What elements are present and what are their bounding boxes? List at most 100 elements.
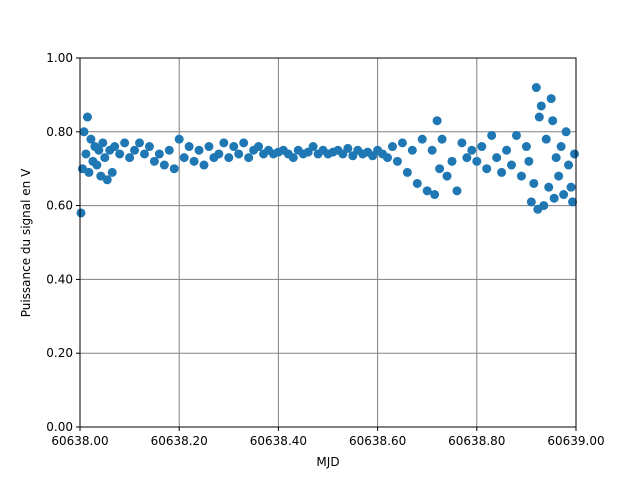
x-tick-label: 60638.20 <box>151 434 208 448</box>
point <box>548 116 558 126</box>
point <box>534 112 544 122</box>
point <box>81 149 91 159</box>
plot-frame <box>79 57 577 428</box>
point <box>234 149 244 159</box>
point <box>507 160 517 170</box>
point <box>447 156 457 166</box>
y-axis-label: Puissance du signal en V <box>19 168 33 317</box>
x-tick-label: 60638.40 <box>250 434 307 448</box>
point <box>467 145 477 155</box>
point <box>432 116 442 126</box>
point <box>179 153 189 163</box>
point <box>219 138 229 148</box>
point <box>531 83 541 93</box>
point <box>125 153 135 163</box>
point <box>482 164 492 174</box>
point <box>139 149 149 159</box>
point <box>169 164 179 174</box>
x-tick-label: 60639.00 <box>547 434 604 448</box>
point <box>551 153 561 163</box>
x-axis-label: MJD <box>316 455 339 469</box>
point <box>254 142 264 152</box>
point <box>430 190 440 200</box>
point <box>92 160 102 170</box>
point <box>570 149 580 159</box>
point <box>492 153 502 163</box>
point <box>502 145 512 155</box>
point <box>477 142 487 152</box>
point <box>549 193 559 203</box>
y-tick-label: 0.40 <box>46 272 73 286</box>
point <box>529 178 539 188</box>
point <box>102 175 112 185</box>
point <box>308 142 318 152</box>
y-tick-label: 1.00 <box>46 51 73 65</box>
point <box>516 171 526 181</box>
point <box>199 160 209 170</box>
point <box>115 149 125 159</box>
point <box>452 186 462 196</box>
point <box>164 145 174 155</box>
point <box>497 167 507 177</box>
point <box>343 143 353 153</box>
point <box>487 130 497 140</box>
point <box>184 142 194 152</box>
point <box>417 134 427 144</box>
point <box>564 160 574 170</box>
point <box>387 142 397 152</box>
point <box>437 134 447 144</box>
point <box>412 178 422 188</box>
y-tick-label: 0.60 <box>46 199 73 213</box>
point <box>566 182 576 192</box>
y-tick-label: 0.20 <box>46 346 73 360</box>
point <box>521 142 531 152</box>
point <box>174 134 184 144</box>
point <box>229 142 239 152</box>
point <box>511 130 521 140</box>
point <box>288 153 298 163</box>
y-tick-label: 0.80 <box>46 125 73 139</box>
point <box>120 138 130 148</box>
point <box>110 142 120 152</box>
point <box>427 145 437 155</box>
point <box>442 171 452 181</box>
point <box>98 138 108 148</box>
point <box>86 134 96 144</box>
point <box>224 153 234 163</box>
x-tick-label: 60638.00 <box>51 434 108 448</box>
point <box>383 153 393 163</box>
point <box>554 171 564 181</box>
point <box>194 145 204 155</box>
point <box>397 138 407 148</box>
point <box>204 142 214 152</box>
point <box>402 167 412 177</box>
x-tick-label: 60638.80 <box>448 434 505 448</box>
point <box>524 156 534 166</box>
point <box>544 182 554 192</box>
x-tick-label: 60638.60 <box>349 434 406 448</box>
point <box>154 149 164 159</box>
point <box>76 208 86 218</box>
point <box>189 156 199 166</box>
point <box>94 145 104 155</box>
point <box>239 138 249 148</box>
point <box>472 156 482 166</box>
point <box>144 142 154 152</box>
point <box>107 167 117 177</box>
point <box>159 160 169 170</box>
point <box>457 138 467 148</box>
point <box>561 127 571 137</box>
point <box>149 156 159 166</box>
point <box>79 127 89 137</box>
point <box>135 138 145 148</box>
point <box>84 167 94 177</box>
point <box>568 197 578 207</box>
point <box>392 156 402 166</box>
point <box>422 186 432 196</box>
point <box>536 101 546 111</box>
point <box>541 134 551 144</box>
point <box>244 153 254 163</box>
point <box>214 149 224 159</box>
point <box>539 201 549 211</box>
